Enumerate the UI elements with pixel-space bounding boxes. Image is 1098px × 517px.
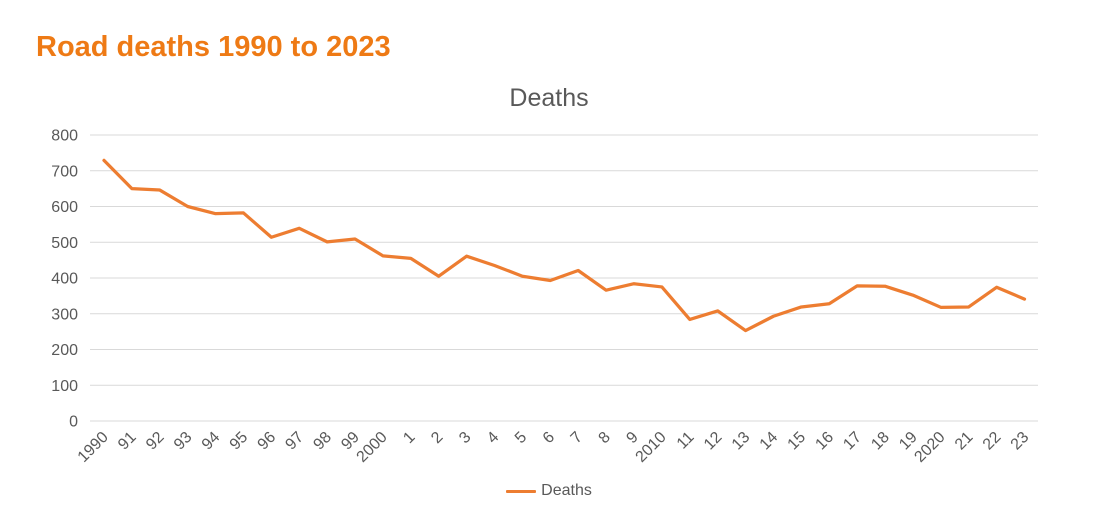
x-axis-tick-label: 6 — [540, 429, 558, 447]
x-axis-tick-label: 1 — [400, 429, 418, 447]
y-axis-tick-label: 100 — [51, 378, 78, 395]
x-axis-tick-label: 11 — [674, 429, 698, 453]
x-axis-tick-label: 93 — [171, 429, 196, 454]
x-axis-tick-label: 2000 — [354, 429, 391, 466]
x-axis-tick-label: 5 — [512, 429, 530, 447]
x-axis-tick-label: 97 — [282, 429, 307, 454]
x-axis-tick-label: 91 — [115, 429, 140, 454]
x-axis-tick-label: 18 — [868, 429, 893, 454]
y-axis-tick-label: 800 — [51, 128, 78, 145]
x-axis-tick-label: 94 — [199, 429, 224, 454]
x-axis-tick-label: 7 — [568, 429, 586, 447]
x-axis-tick-label: 2010 — [633, 429, 670, 466]
x-axis-tick-label: 21 — [952, 429, 977, 454]
deaths-line-series — [102, 158, 1027, 333]
x-axis-tick-label: 92 — [143, 429, 168, 454]
chart-title: Deaths — [509, 84, 589, 112]
x-axis-tick-label: 9 — [623, 429, 641, 447]
x-axis-tick-label: 23 — [1008, 429, 1033, 454]
chart-legend: Deaths — [0, 482, 1098, 500]
x-axis-tick-label: 14 — [757, 429, 782, 454]
y-axis-tick-label: 200 — [51, 342, 78, 359]
x-axis-tick-label: 98 — [310, 429, 335, 454]
x-axis-tick-label: 16 — [812, 429, 837, 454]
x-axis-tick-label: 8 — [596, 429, 614, 447]
x-axis-tick-label: 12 — [701, 429, 726, 454]
x-axis-tick-label: 95 — [227, 429, 252, 454]
y-axis-tick-label: 400 — [51, 271, 78, 288]
x-axis-tick-label: 15 — [785, 429, 810, 454]
x-axis-tick-label: 3 — [456, 429, 474, 447]
y-axis-tick-label: 0 — [69, 414, 78, 431]
legend-line-swatch — [506, 489, 537, 493]
x-axis-tick-label: 4 — [484, 429, 502, 447]
x-axis-tick-label: 96 — [255, 429, 280, 454]
x-axis-tick-label: 2 — [428, 429, 446, 447]
x-axis-tick-label: 2020 — [911, 429, 948, 466]
page-title: Road deaths 1990 to 2023 — [36, 31, 391, 64]
y-axis-tick-label: 600 — [51, 199, 78, 216]
x-axis-tick-label: 22 — [980, 429, 1005, 454]
y-axis-tick-label: 500 — [51, 235, 78, 252]
x-axis-tick-label: 17 — [840, 429, 865, 454]
y-axis-tick-label: 700 — [51, 163, 78, 180]
legend-label: Deaths — [541, 482, 592, 499]
y-axis-tick-label: 300 — [51, 306, 78, 323]
x-axis-tick-label: 1990 — [75, 429, 112, 466]
x-axis-tick-label: 13 — [729, 429, 754, 454]
